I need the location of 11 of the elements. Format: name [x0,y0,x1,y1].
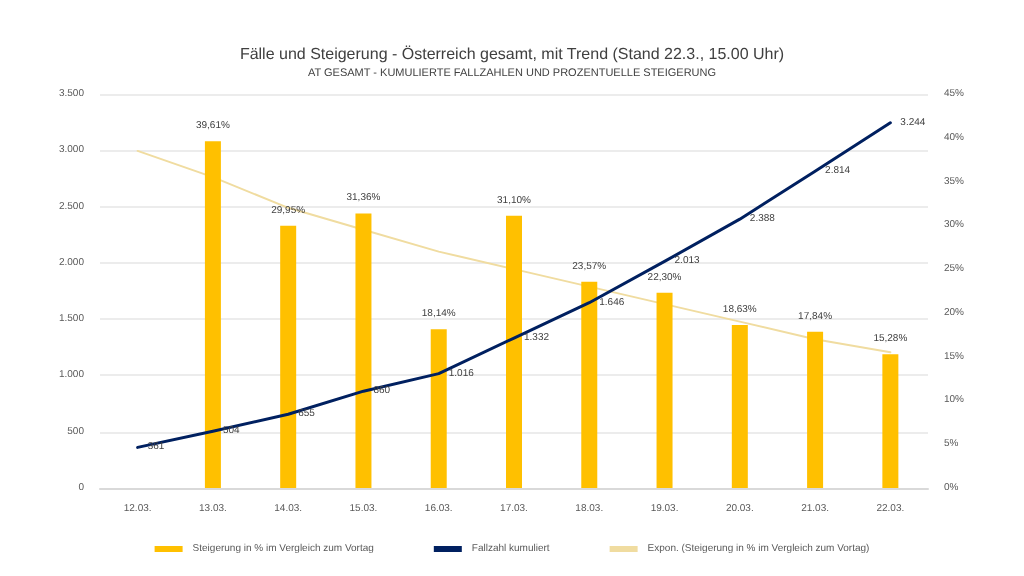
bar [204,141,221,488]
bar [355,213,372,488]
bar [430,329,447,488]
bar [731,324,748,488]
bar [506,215,522,488]
bar [882,354,899,488]
bar [581,281,598,488]
chart-title: Fälle und Steigerung - Österreich gesamt, mit Trend (Stand 22.3., 15.00 Uhr) [239,45,785,63]
bar [280,225,297,488]
bar [656,292,673,488]
bar [807,331,824,488]
